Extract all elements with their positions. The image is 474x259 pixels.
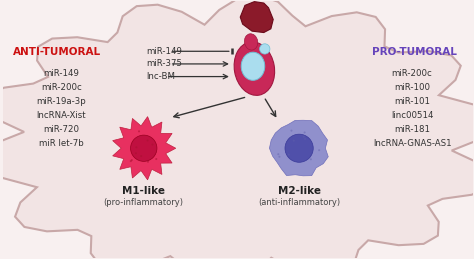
Circle shape [318,149,320,151]
Circle shape [146,139,148,141]
Polygon shape [113,117,176,180]
Circle shape [291,130,292,132]
Circle shape [140,155,142,157]
Circle shape [130,160,132,162]
Text: lncRNA-Xist: lncRNA-Xist [36,111,86,120]
Text: miR-200c: miR-200c [392,69,432,78]
Ellipse shape [260,44,270,54]
Text: PRO-TUMORAL: PRO-TUMORAL [372,47,457,57]
Circle shape [152,143,154,146]
Circle shape [147,161,149,163]
Text: miR-100: miR-100 [394,83,430,92]
Ellipse shape [245,34,258,50]
Text: miR-149: miR-149 [146,47,182,56]
Text: M1-like: M1-like [122,186,165,196]
Circle shape [277,153,279,155]
Circle shape [138,130,140,132]
Circle shape [136,146,137,148]
Text: miR-19a-3p: miR-19a-3p [36,97,86,106]
Circle shape [135,152,137,154]
Text: linc00514: linc00514 [391,111,433,120]
Circle shape [288,154,290,156]
Text: miR-375: miR-375 [146,59,182,68]
Polygon shape [269,120,328,176]
Circle shape [292,140,295,142]
Circle shape [131,159,133,161]
Ellipse shape [241,52,265,80]
Polygon shape [240,2,273,33]
Text: ANTI-TUMORAL: ANTI-TUMORAL [13,47,100,57]
Circle shape [303,132,306,133]
Text: miR-101: miR-101 [394,97,430,106]
Ellipse shape [234,42,274,95]
Circle shape [155,158,157,160]
Text: (pro-inflammatory): (pro-inflammatory) [104,198,184,207]
Circle shape [278,156,281,158]
Circle shape [304,138,306,140]
Text: miR-720: miR-720 [43,125,79,134]
Circle shape [130,135,157,161]
Text: miR-149: miR-149 [44,69,79,78]
Text: miR let-7b: miR let-7b [39,139,84,148]
Text: miR-200c: miR-200c [41,83,82,92]
Text: lnc-BM: lnc-BM [146,72,175,81]
Circle shape [285,134,313,162]
Circle shape [310,158,312,160]
Text: miR-181: miR-181 [394,125,430,134]
Text: (anti-inflammatory): (anti-inflammatory) [258,198,340,207]
Circle shape [303,136,305,138]
Text: M2-like: M2-like [278,186,320,196]
Text: lncRNA-GNAS-AS1: lncRNA-GNAS-AS1 [373,139,451,148]
